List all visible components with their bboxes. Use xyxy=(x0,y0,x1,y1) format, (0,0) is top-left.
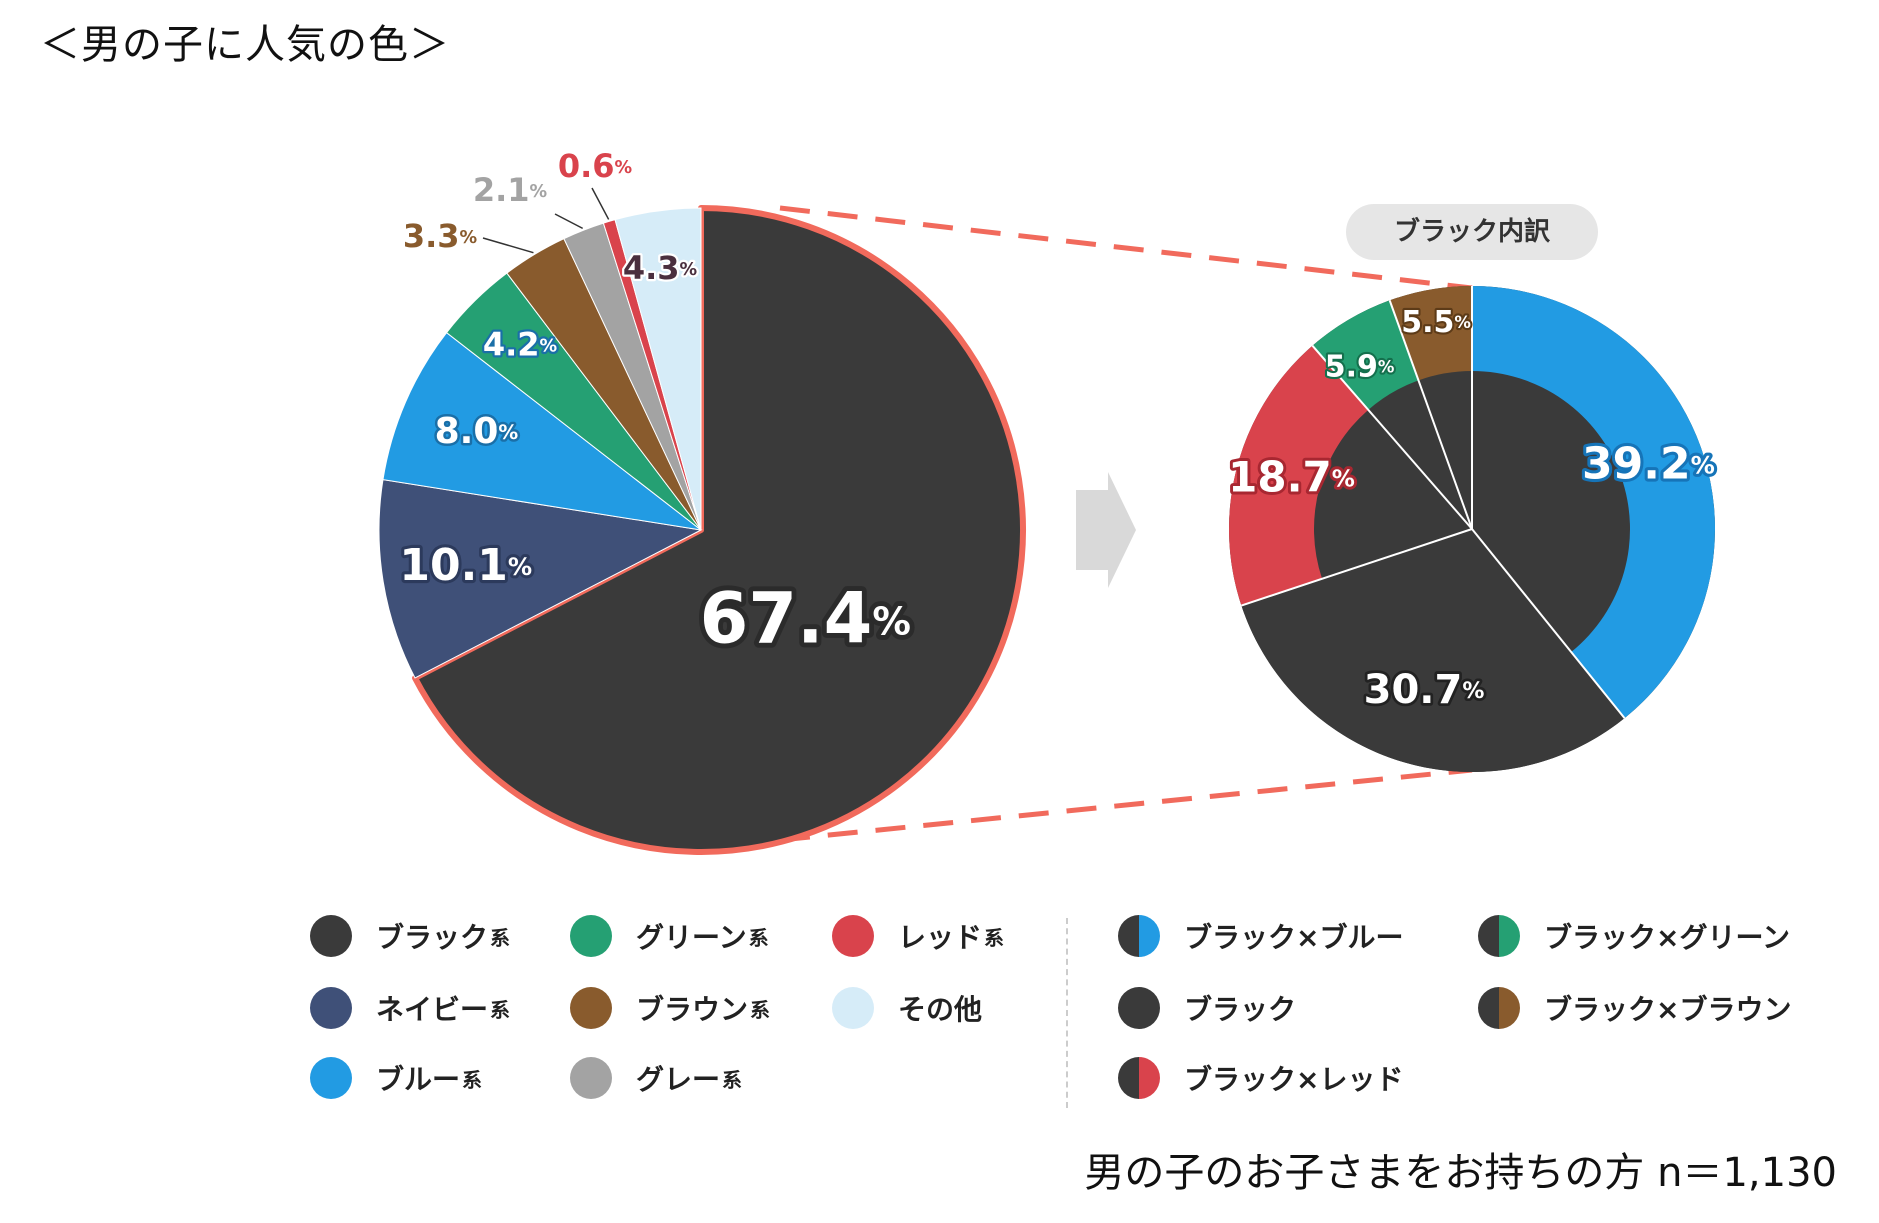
breakdown-ring-segment xyxy=(1312,300,1419,410)
main-slice xyxy=(378,479,703,679)
legend-swatch xyxy=(1478,915,1520,957)
main-pie-chart xyxy=(378,205,1026,855)
legend-label: ブラウン xyxy=(636,993,749,1026)
legend-item: ブラック系 xyxy=(310,912,510,960)
legend-suffix: 系 xyxy=(722,1067,743,1092)
legend-item: ブラック×ブルー xyxy=(1118,912,1403,960)
breakdown-title: ブラック内訳 xyxy=(1346,204,1598,260)
legend-item: レッド系 xyxy=(832,912,1004,960)
main-slice-label: 67.4% xyxy=(700,578,911,660)
legend-label: ブラック×レッド xyxy=(1184,1063,1404,1096)
legend-suffix: 系 xyxy=(490,925,511,950)
breakdown-slice-label: 5.5% xyxy=(1401,305,1471,340)
breakdown-separator xyxy=(1241,528,1473,607)
main-slice-label: 4.2% xyxy=(483,326,558,364)
legend-swatch xyxy=(570,915,612,957)
legend-label: その他 xyxy=(898,993,983,1026)
legend-label: ブルー xyxy=(376,1063,461,1096)
zoom-connector-lines xyxy=(779,205,1473,843)
breakdown-slice-label: 18.7% xyxy=(1228,452,1355,501)
label-leader-line xyxy=(591,187,610,220)
main-slice-label: 8.0% xyxy=(435,411,519,452)
legend-swatch xyxy=(1118,1057,1160,1099)
legend-suffix: 系 xyxy=(750,997,771,1022)
breakdown-slice-label: 39.2% xyxy=(1582,439,1715,490)
main-slice xyxy=(614,207,702,531)
connector-line-top xyxy=(779,205,1473,291)
legend-label: ブラック xyxy=(1184,993,1297,1026)
legend-item: ブラウン系 xyxy=(570,984,770,1032)
legend-swatch xyxy=(832,915,874,957)
legend-item: グレー系 xyxy=(570,1054,742,1102)
breakdown-separator xyxy=(1471,528,1626,719)
legend-label: グレー xyxy=(636,1063,721,1096)
legend-swatch xyxy=(832,987,874,1029)
legend-suffix: 系 xyxy=(748,925,769,950)
legend-label: ブラック×グリーン xyxy=(1544,921,1791,954)
breakdown-solid-segment xyxy=(1241,529,1625,773)
legend-item: グリーン系 xyxy=(570,912,769,960)
breakdown-separator xyxy=(1311,345,1473,530)
legend-label: ネイビー xyxy=(376,993,489,1026)
main-slice xyxy=(412,205,1026,855)
main-slice-label: 10.1% xyxy=(399,540,532,591)
chart-labels: 67.4% 10.1% 8.0% 4.2% 3.3% 2.1% 0.6% 4.3% 39.2% 3… xyxy=(396,147,1718,716)
legend-divider xyxy=(1066,918,1068,1108)
legend-suffix: 系 xyxy=(984,925,1005,950)
main-slice-label: 0.6% xyxy=(558,147,633,185)
legend-swatch xyxy=(570,1057,612,1099)
breakdown-donut-chart xyxy=(1229,286,1716,773)
legend-suffix: 系 xyxy=(490,997,511,1022)
main-slice xyxy=(382,331,702,531)
main-slice-label: 3.3% xyxy=(403,217,478,255)
legend-item: ブラック×ブラウン xyxy=(1478,984,1791,1032)
connector-line-bottom xyxy=(779,767,1473,843)
page-title: ＜男の子に人気の色＞ xyxy=(40,22,450,68)
legend-item: ブラック×グリーン xyxy=(1478,912,1790,960)
legend-swatch xyxy=(1478,987,1520,1029)
legend-item: その他 xyxy=(832,984,982,1032)
arrow-shape xyxy=(1076,472,1136,588)
arrow-icon xyxy=(1076,472,1136,588)
legend-swatch xyxy=(310,915,352,957)
legend-item: ブラック xyxy=(1118,984,1296,1032)
breakdown-slice-label: 5.9% xyxy=(1325,349,1395,384)
legend-item: ネイビー系 xyxy=(310,984,510,1032)
breakdown-slice-label: 30.7% xyxy=(1364,667,1485,713)
label-leader-line xyxy=(482,237,534,254)
legend-swatch xyxy=(310,987,352,1029)
legend-swatch xyxy=(310,1057,352,1099)
legend-label: レッド xyxy=(898,921,983,954)
legend-label: ブラック×ブルー xyxy=(1184,921,1404,954)
main-slice-label: 2.1% xyxy=(473,171,548,209)
breakdown-separator xyxy=(1388,300,1473,530)
legend-label: ブラック xyxy=(376,921,489,954)
legend-item: ブルー系 xyxy=(310,1054,482,1102)
legend-swatch xyxy=(1118,915,1160,957)
sample-size-note: 男の子のお子さまをお持ちの方 n＝1,130 xyxy=(1084,1150,1837,1196)
legend-label: グリーン xyxy=(636,921,747,954)
breakdown-ring-segment xyxy=(1472,286,1716,719)
legend-item: ブラック×レッド xyxy=(1118,1054,1403,1102)
breakdown-ring-segment xyxy=(1229,345,1369,606)
main-slice-label: 4.3% xyxy=(623,249,698,287)
legend-suffix: 系 xyxy=(462,1067,483,1092)
legend-swatch xyxy=(1118,987,1160,1029)
legend-swatch xyxy=(570,987,612,1029)
legend-label: ブラック×ブラウン xyxy=(1544,993,1792,1026)
label-leader-line xyxy=(554,213,584,230)
